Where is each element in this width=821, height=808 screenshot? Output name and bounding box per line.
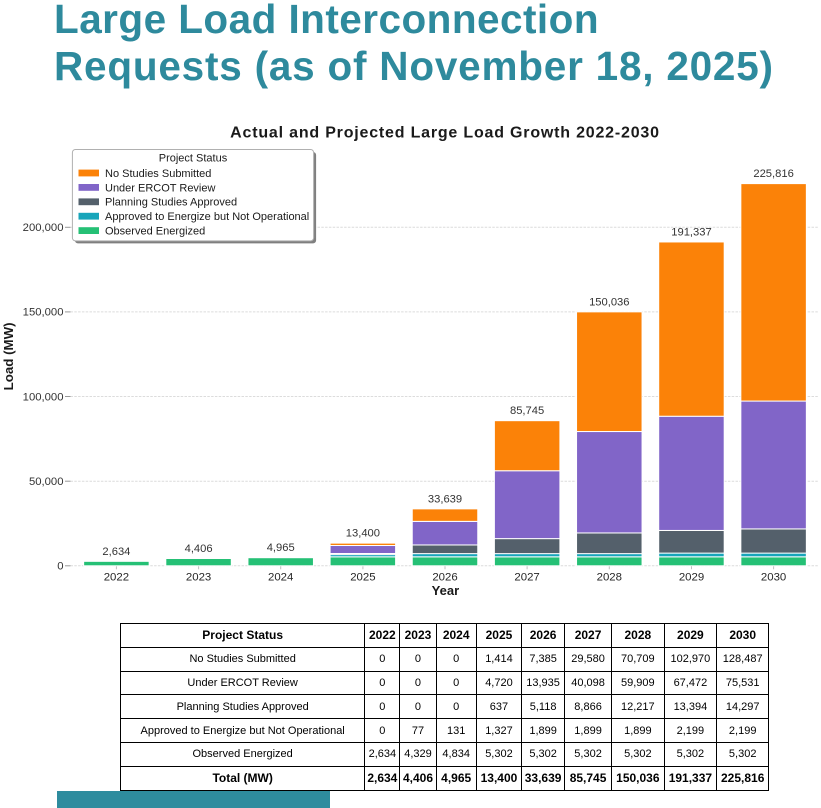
svg-text:85,745: 85,745 [510, 405, 544, 417]
svg-text:2023: 2023 [186, 572, 211, 584]
svg-text:Under ERCOT Review: Under ERCOT Review [105, 182, 215, 194]
svg-text:2025: 2025 [350, 572, 375, 584]
svg-text:2028: 2028 [597, 572, 622, 584]
svg-text:4,406: 4,406 [185, 543, 213, 555]
svg-text:Approved to Energize but Not O: Approved to Energize but Not Operational [105, 211, 309, 223]
svg-text:2,634: 2,634 [102, 546, 130, 558]
svg-text:2027: 2027 [514, 572, 539, 584]
svg-text:4,965: 4,965 [267, 542, 295, 554]
svg-text:0: 0 [57, 561, 63, 573]
svg-text:150,000: 150,000 [23, 307, 64, 319]
svg-text:2029: 2029 [679, 572, 704, 584]
svg-text:Planning Studies Approved: Planning Studies Approved [105, 197, 237, 209]
svg-text:Year: Year [432, 583, 459, 598]
svg-text:No Studies Submitted: No Studies Submitted [105, 168, 211, 180]
svg-text:13,400: 13,400 [346, 528, 380, 540]
svg-text:2030: 2030 [761, 572, 786, 584]
svg-text:225,816: 225,816 [753, 168, 793, 180]
svg-text:Actual and Projected Large Loa: Actual and Projected Large Load Growth 2… [230, 124, 660, 141]
svg-text:2022: 2022 [104, 572, 129, 584]
svg-text:2026: 2026 [432, 572, 457, 584]
svg-text:200,000: 200,000 [23, 222, 64, 234]
svg-text:Load (MW): Load (MW) [1, 322, 16, 390]
svg-text:Observed Energized: Observed Energized [105, 226, 205, 238]
svg-text:33,639: 33,639 [428, 493, 462, 505]
svg-text:50,000: 50,000 [29, 476, 64, 488]
svg-text:Project Status: Project Status [159, 152, 228, 164]
svg-text:150,036: 150,036 [589, 296, 629, 308]
svg-text:2024: 2024 [268, 572, 293, 584]
svg-text:100,000: 100,000 [23, 391, 64, 403]
svg-text:191,337: 191,337 [671, 227, 711, 239]
